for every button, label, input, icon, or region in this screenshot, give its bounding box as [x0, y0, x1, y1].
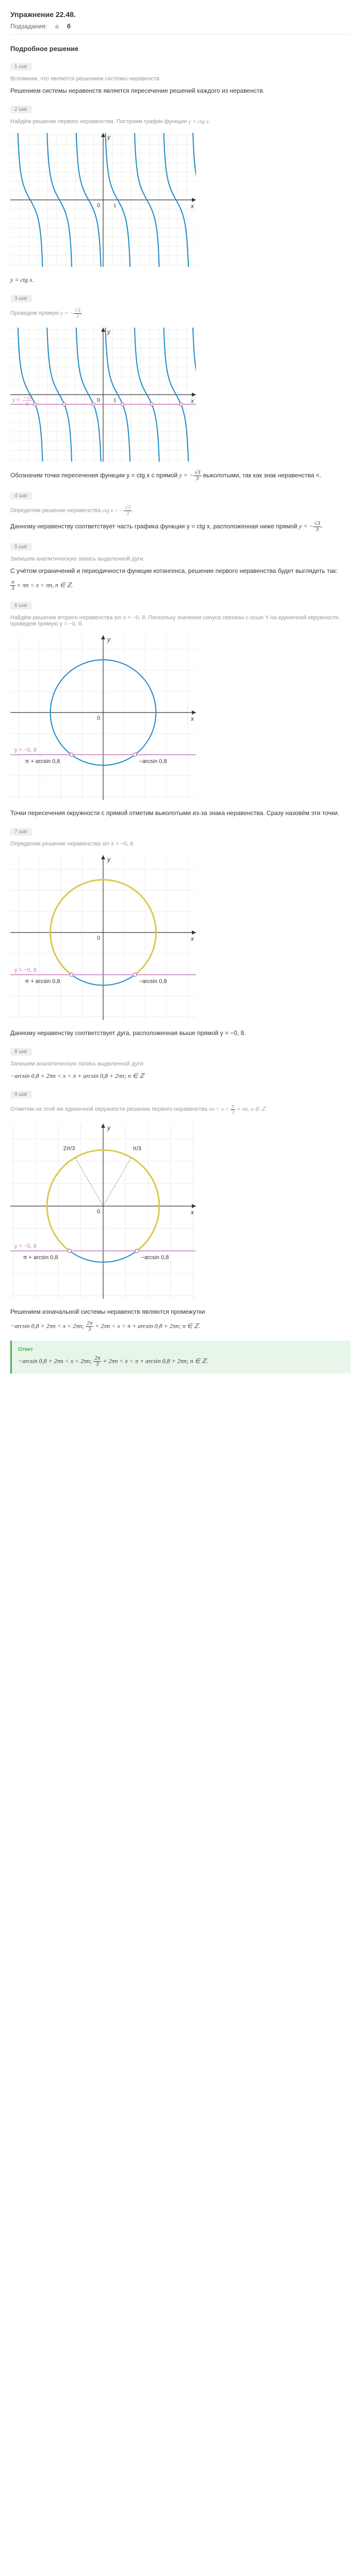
svg-text:−arcsin 0,8: −arcsin 0,8 [139, 758, 167, 765]
subtask-a-link[interactable]: а [55, 23, 59, 30]
formula-final1: −arcsin 0,8 + 2πn < x < 2πn; 2π3 + 2πn <… [10, 1320, 351, 1332]
svg-text:x: x [190, 1209, 194, 1216]
svg-text:y: y [107, 1124, 111, 1131]
step5-badge: 5 шаг [10, 543, 32, 551]
svg-text:x: x [190, 202, 194, 210]
svg-text:y = −0, 8: y = −0, 8 [14, 747, 37, 753]
svg-text:π + arcsin 0,8: π + arcsin 0,8 [23, 1255, 58, 1261]
text16: Решением изначальной системы неравенств … [10, 1307, 351, 1316]
text15m: πn < x < π3 + πn, n ∈ ℤ. [209, 1106, 267, 1112]
svg-text:π/3: π/3 [133, 1146, 141, 1152]
svg-text:x: x [190, 397, 194, 404]
text10: Найдём решение второго неравенства sin x… [10, 615, 351, 627]
step9-badge: 9 шаг [10, 1091, 32, 1098]
svg-text:2π/3: 2π/3 [63, 1146, 75, 1152]
formula1: π3 + πn < x < πn, n ∈ ℤ. [10, 580, 351, 591]
chart2-svg: xy01y =−√33 [10, 328, 196, 462]
chart1-wrap: x y 0 1 [10, 133, 351, 267]
subtask-label: Подзадания: [10, 23, 47, 30]
text5a: Обозначим точки пересечения функции y = … [10, 471, 179, 479]
text5b: выколотыми, так как знак неравенства <. [203, 471, 321, 479]
svg-text:1: 1 [113, 398, 117, 403]
step4-badge: 4 шаг [10, 492, 32, 500]
svg-text:x: x [190, 935, 194, 942]
svg-text:0: 0 [97, 1209, 100, 1215]
step8-badge: 8 шаг [10, 1048, 32, 1056]
subtask-b-active[interactable]: б [67, 23, 71, 30]
text13: Данному неравенству соответствует дуга, … [10, 1028, 351, 1038]
exercise-title: Упражнение 22.48. [10, 10, 351, 19]
chart2-wrap: xy01y =−√33 [10, 328, 351, 462]
text5m: y = −√33 [179, 471, 201, 479]
text11: Точки пересечения окружности с прямой от… [10, 808, 351, 818]
text9: С учётом ограничений и периодичности фун… [10, 566, 351, 575]
text15a: Отметим на этой же единичной окружности … [10, 1106, 207, 1112]
svg-text:y: y [107, 856, 111, 863]
text1: Решением системы неравенств является пер… [10, 86, 351, 95]
circle1-wrap: x y 0 y = −0, 8 −arcsin 0,8 π + arcsin 0,8 [10, 635, 351, 800]
svg-text:y: y [107, 133, 111, 141]
svg-text:0: 0 [97, 715, 100, 721]
svg-text:y =: y = [12, 397, 20, 403]
text7: Данному неравенству соответствует часть … [10, 521, 351, 533]
svg-text:x: x [190, 715, 194, 722]
hint1: Вспомним, что является решением системы … [10, 76, 351, 82]
text6a: Определим решение неравенства [10, 507, 101, 514]
subtask-row: Подзадания: а б [10, 23, 351, 35]
svg-text:−arcsin 0,8: −arcsin 0,8 [139, 978, 167, 985]
text2a: Найдём решение первого неравенства. Пост… [10, 118, 189, 125]
text6: Определим решение неравенства ctg x < −√… [10, 505, 351, 517]
circle3-wrap: x y 0 y = −0, 8 π/3 2π/3 −arcsin 0,8 π + arcsin… [10, 1124, 351, 1299]
chart1-svg: x y 0 1 [10, 133, 196, 267]
text4a: Проведем прямую [10, 310, 60, 316]
text14: Запишем аналитическую запись выделенной … [10, 1061, 351, 1067]
answer-box: Ответ −arcsin 0,8 + 2πn < x < 2πn; 2π3 +… [10, 1341, 351, 1374]
text8: Запишем аналитическую запись выделенной … [10, 556, 351, 562]
text4: Проведем прямую y = −√33. [10, 308, 351, 319]
text3: y = ctg x. [10, 275, 351, 284]
svg-text:−arcsin 0,8: −arcsin 0,8 [141, 1255, 169, 1261]
svg-text:y: y [107, 328, 111, 335]
text7a: Данному неравенству соответствует часть … [10, 522, 297, 530]
text2b: y = ctg x. [189, 118, 210, 125]
text7m: y = −√33. [299, 522, 323, 530]
svg-text:3: 3 [26, 401, 28, 406]
step6-badge: 6 шаг [10, 602, 32, 609]
circle1-svg: x y 0 y = −0, 8 −arcsin 0,8 π + arcsin 0,8 [10, 635, 196, 800]
svg-text:y: y [107, 636, 111, 643]
answer-formula: −arcsin 0,8 + 2πn < x < 2πn; 2π3 + 2πn <… [18, 1355, 344, 1367]
text2: Найдём решение первого неравенства. Пост… [10, 118, 351, 125]
svg-text:0: 0 [97, 202, 100, 209]
circle2-svg: x y 0 y = −0, 8 −arcsin 0,8 π + arcsin 0,8 [10, 855, 196, 1020]
circle3-svg: x y 0 y = −0, 8 π/3 2π/3 −arcsin 0,8 π + arcsin… [10, 1124, 196, 1299]
step3-badge: 3 шаг [10, 295, 32, 302]
svg-text:0: 0 [97, 397, 100, 403]
step7-badge: 7 шаг [10, 828, 32, 836]
text4b: y = −√33. [60, 310, 83, 316]
svg-text:y = −0, 8: y = −0, 8 [14, 967, 37, 973]
svg-text:y = −0, 8: y = −0, 8 [14, 1243, 37, 1249]
circle2-wrap: x y 0 y = −0, 8 −arcsin 0,8 π + arcsin 0,8 [10, 855, 351, 1020]
step2-badge: 2 шаг [10, 106, 32, 113]
formula2: −arcsin 0,8 + 2πn < x < π + arcsin 0,8 +… [10, 1071, 351, 1080]
svg-text:1: 1 [113, 203, 117, 209]
svg-text:0: 0 [97, 935, 100, 941]
text12: Определим решение неравенства sin x > −0… [10, 841, 351, 847]
text15: Отметим на этой же единичной окружности … [10, 1104, 351, 1115]
text6m: ctg x < −√33. [102, 507, 133, 514]
svg-text:π + arcsin 0,8: π + arcsin 0,8 [25, 758, 60, 765]
svg-text:π + arcsin 0,8: π + arcsin 0,8 [25, 978, 60, 985]
answer-label: Ответ [18, 1347, 344, 1352]
solution-header: Подробное решение [10, 45, 351, 53]
text5: Обозначим точки пересечения функции y = … [10, 470, 351, 482]
step1-badge: 1 шаг [10, 63, 32, 71]
